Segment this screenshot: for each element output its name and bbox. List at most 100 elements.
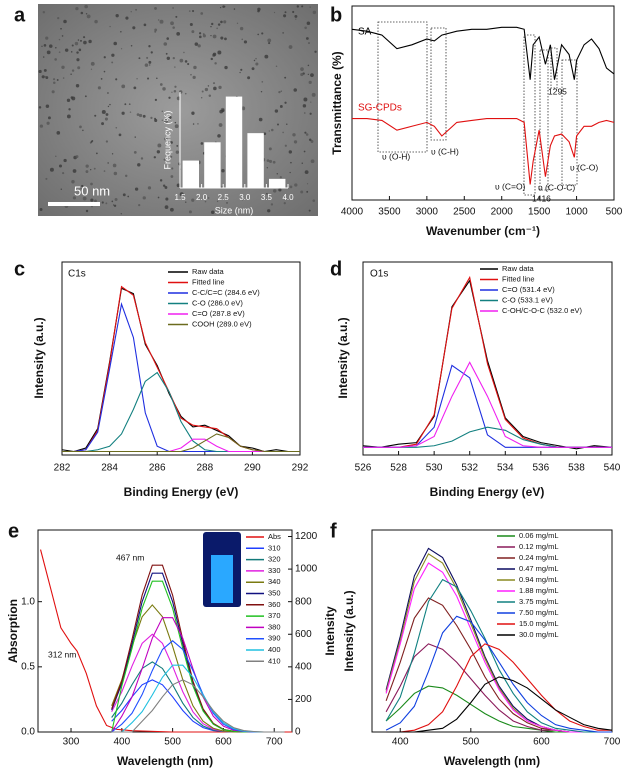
tem-particle (93, 167, 96, 170)
x-tick-label: 284 (101, 463, 118, 474)
tem-particle (170, 21, 174, 26)
series-line (363, 275, 612, 448)
tem-particle (255, 57, 257, 60)
tem-particle (46, 50, 51, 55)
tem-particle (101, 122, 105, 126)
series-line (40, 549, 292, 733)
tem-particle (100, 77, 103, 80)
legend-label: 0.94 mg/mL (519, 575, 559, 584)
tem-particle (200, 12, 204, 15)
tem-particle (304, 26, 307, 30)
x-axis-label: Size (nm) (215, 205, 254, 215)
legend-label: 0.06 mg/mL (519, 531, 559, 540)
bar (182, 160, 200, 188)
band-box (561, 59, 578, 186)
x-tick-label: 292 (292, 463, 309, 474)
tem-particle (283, 14, 287, 18)
tem-particle (165, 197, 169, 201)
x-tick-label: 532 (461, 463, 478, 474)
legend-label: 350 (268, 588, 281, 597)
tem-particle (305, 133, 309, 136)
y2-tick-label: 200 (295, 694, 312, 705)
tem-particle (309, 6, 311, 8)
tem-particle (301, 162, 303, 165)
tem-particle (49, 167, 54, 172)
legend-label: Raw data (502, 264, 535, 273)
tem-particle (130, 45, 133, 47)
tem-particle (188, 10, 191, 12)
legend-label: 360 (268, 600, 281, 609)
tem-particle (184, 92, 187, 95)
tem-particle (83, 36, 86, 39)
tem-particle (46, 121, 50, 125)
tem-particle (179, 58, 184, 63)
tem-particle (54, 58, 57, 61)
tem-particle (90, 68, 93, 70)
tem-particle (90, 140, 93, 143)
tem-particle (156, 150, 161, 154)
tem-particle (47, 116, 51, 120)
tem-particle (106, 92, 109, 95)
tem-particle (157, 143, 162, 148)
tem-particle (304, 131, 307, 134)
tem-particle (267, 38, 272, 43)
x-tick-label: 500 (462, 737, 479, 748)
legend-label: 0.24 mg/mL (519, 553, 559, 562)
tem-particle (157, 19, 160, 21)
tem-particle (278, 91, 281, 94)
annotation: υ (C-H) (431, 146, 459, 156)
series-line (111, 679, 285, 733)
tem-particle (56, 79, 59, 81)
tem-particle (68, 108, 71, 111)
tem-particle (159, 179, 163, 182)
x-tick-label: 534 (497, 463, 514, 474)
tem-particle (77, 39, 80, 41)
legend-label: 7.50 mg/mL (519, 608, 559, 617)
series-line (351, 26, 615, 80)
annotation: υ (O-H) (382, 151, 410, 161)
tem-particle (224, 37, 227, 41)
tem-particle (210, 35, 212, 37)
x-tick-label: 286 (149, 463, 166, 474)
tem-particle (75, 84, 80, 88)
series-line (352, 117, 615, 185)
tem-particle (170, 207, 174, 212)
tem-particle (217, 134, 221, 138)
tem-particle (224, 65, 228, 70)
tem-particle (85, 170, 89, 173)
legend-label: Fitted line (502, 274, 535, 283)
tem-particle (185, 201, 187, 203)
tem-particle (164, 119, 168, 123)
tem-particle (207, 85, 210, 87)
tem-particle (275, 65, 278, 67)
y2-axis-label: Intensity (323, 606, 337, 656)
tem-particle (90, 61, 95, 66)
tem-particle (129, 111, 132, 113)
tem-particle (112, 163, 117, 168)
tem-particle (200, 142, 204, 145)
tem-particle (153, 156, 157, 159)
tem-particle (154, 98, 158, 101)
tem-particle (272, 160, 276, 164)
legend-label: C=O (287.8 eV) (192, 309, 245, 318)
tem-particle (176, 31, 181, 36)
tem-particle (302, 104, 307, 108)
tem-particle (84, 4, 88, 9)
tem-particle (165, 52, 168, 55)
tem-particle (190, 73, 192, 76)
x-tick-label: 2000 (491, 207, 514, 218)
tem-particle (188, 210, 192, 214)
tem-particle (212, 34, 217, 39)
tem-particle (156, 77, 158, 80)
tem-particle (146, 56, 149, 59)
tem-particle (118, 133, 122, 137)
x-tick-label: 700 (266, 737, 283, 748)
tem-particle (293, 140, 298, 144)
tem-particle (276, 173, 279, 175)
annotation: 312 nm (48, 649, 76, 659)
tem-particle (43, 68, 47, 72)
tem-particle (70, 96, 74, 99)
tem-particle (75, 155, 79, 159)
tem-particle (124, 103, 127, 106)
tem-particle (66, 98, 71, 102)
